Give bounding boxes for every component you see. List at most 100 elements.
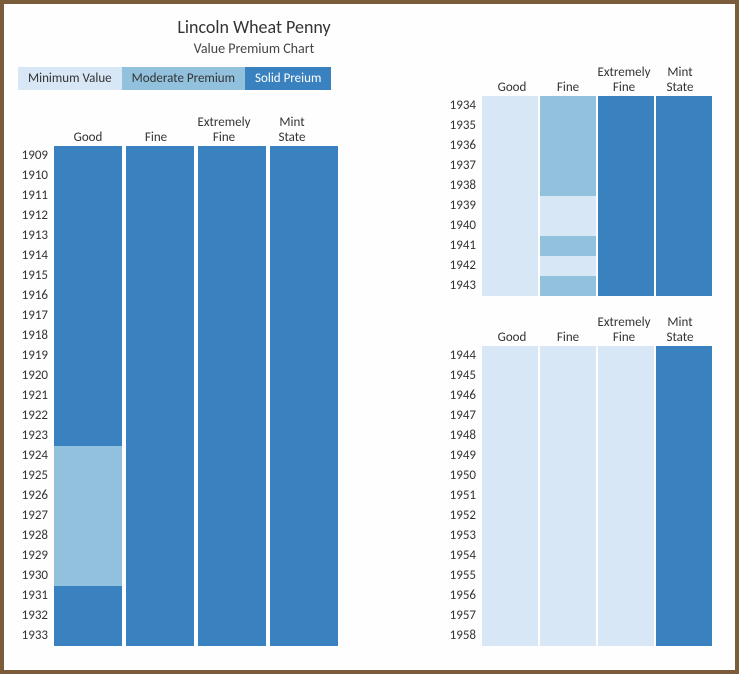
value-cell [540,256,596,276]
value-cell [126,146,194,166]
value-cell [54,226,122,246]
value-column [598,346,654,646]
value-cell [54,366,122,386]
year-label: 1947 [444,406,476,426]
value-cell [126,426,194,446]
value-cell [598,196,654,216]
value-cell [198,506,266,526]
year-label: 1926 [14,486,48,506]
value-cell [198,606,266,626]
year-label: 1920 [14,366,48,386]
value-cell [598,466,654,486]
value-cell [540,196,596,216]
value-cell [270,406,338,426]
value-cell [482,276,538,296]
value-column [656,346,712,646]
value-cell [126,526,194,546]
value-cell [598,136,654,156]
value-cell [198,286,266,306]
column-header: MintState [258,114,326,146]
value-cell [482,426,538,446]
value-cell [270,586,338,606]
column-header: ExtremelyFine [596,64,652,96]
value-cell [126,246,194,266]
value-cell [656,216,712,236]
value-cell [54,486,122,506]
value-cell [540,236,596,256]
value-cell [270,146,338,166]
year-labels: 1934193519361937193819391940194119421943 [444,96,482,296]
value-cell [270,466,338,486]
value-cell [54,586,122,606]
value-cell [482,406,538,426]
year-label: 1943 [444,276,476,296]
value-cell [126,366,194,386]
value-cell [54,546,122,566]
value-cell [540,386,596,406]
chart-title: Lincoln Wheat Penny [124,16,384,38]
value-cell [656,236,712,256]
value-cell [656,566,712,586]
year-label: 1941 [444,236,476,256]
year-label: 1942 [444,256,476,276]
value-cell [598,586,654,606]
value-column [270,146,338,646]
value-cell [270,366,338,386]
value-cell [656,506,712,526]
year-label: 1914 [14,246,48,266]
value-cell [656,486,712,506]
grid: 1944194519461947194819491950195119521953… [444,346,712,646]
value-cell [598,506,654,526]
value-cell [198,406,266,426]
value-cell [482,466,538,486]
value-cell [198,446,266,466]
value-cell [482,506,538,526]
value-cell [126,346,194,366]
year-label: 1949 [444,446,476,466]
value-cell [126,586,194,606]
value-cell [598,216,654,236]
year-label: 1945 [444,366,476,386]
year-label: 1910 [14,166,48,186]
value-cell [482,156,538,176]
value-cell [540,366,596,386]
value-cell [598,116,654,136]
value-cell [270,486,338,506]
value-cell [656,96,712,116]
year-label: 1927 [14,506,48,526]
chart-subtitle: Value Premium Chart [124,40,384,57]
column-header: MintState [652,64,708,96]
value-cell [198,266,266,286]
value-cell [482,446,538,466]
value-cell [54,146,122,166]
value-cell [54,166,122,186]
value-cell [270,266,338,286]
value-column [598,96,654,296]
value-cell [540,486,596,506]
year-label: 1913 [14,226,48,246]
value-column [540,96,596,296]
value-cell [656,116,712,136]
year-label: 1948 [444,426,476,446]
value-cell [540,116,596,136]
year-label: 1928 [14,526,48,546]
value-cell [656,176,712,196]
value-cell [598,276,654,296]
column-header: Good [484,314,540,346]
year-labels: 1944194519461947194819491950195119521953… [444,346,482,646]
value-cell [656,546,712,566]
value-cell [270,246,338,266]
value-cell [54,566,122,586]
value-cell [482,526,538,546]
year-label: 1950 [444,466,476,486]
value-columns [482,96,712,296]
value-cell [270,526,338,546]
value-cell [126,306,194,326]
value-cell [126,626,194,646]
value-cell [656,156,712,176]
year-label: 1934 [444,96,476,116]
value-cell [198,626,266,646]
value-cell [198,586,266,606]
value-cell [482,96,538,116]
year-label: 1954 [444,546,476,566]
